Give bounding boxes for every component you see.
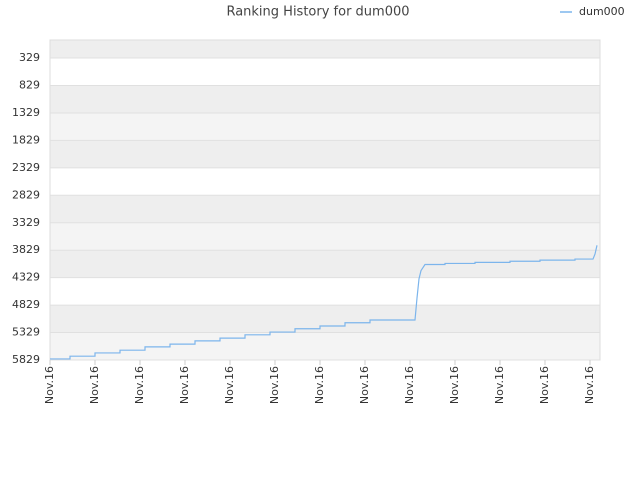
band — [50, 277, 600, 306]
x-tick-label: Nov.16 — [43, 366, 56, 404]
y-tick-label: 1329 — [12, 106, 40, 119]
band — [50, 332, 600, 360]
y-tick-label: 3329 — [12, 216, 40, 229]
band — [50, 222, 600, 251]
y-tick-label: 5329 — [12, 326, 40, 339]
x-tick-label: Nov.16 — [583, 366, 596, 404]
band — [50, 112, 600, 141]
y-tick-label: 829 — [19, 79, 40, 92]
band — [50, 195, 600, 223]
band — [50, 167, 600, 196]
y-tick-label: 3829 — [12, 243, 40, 256]
x-tick-label: Nov.16 — [268, 366, 281, 404]
series-line — [50, 245, 598, 360]
x-tick-label: Nov.16 — [538, 366, 551, 404]
x-tick-label: Nov.16 — [313, 366, 326, 404]
y-tick-label: 4329 — [12, 271, 40, 284]
y-tick-label: 1829 — [12, 133, 40, 146]
band — [50, 140, 600, 168]
x-tick-label: Nov.16 — [358, 366, 371, 404]
y-tick-label: 2829 — [12, 188, 40, 201]
y-tick-label: 329 — [19, 51, 40, 64]
band — [50, 40, 600, 59]
x-tick-label: Nov.16 — [88, 366, 101, 404]
x-tick-label: Nov.16 — [448, 366, 461, 404]
band — [50, 305, 600, 333]
x-tick-label: Nov.16 — [133, 366, 146, 404]
legend-label: dum000 — [579, 5, 625, 18]
y-tick-label: 5829 — [12, 353, 40, 366]
y-tick-label: 4829 — [12, 298, 40, 311]
y-tick-label: 2329 — [12, 161, 40, 174]
x-tick-label: Nov.16 — [178, 366, 191, 404]
chart-title: Ranking History for dum000 — [226, 5, 409, 20]
x-tick-label: Nov.16 — [493, 366, 506, 404]
band — [50, 85, 600, 113]
x-tick-label: Nov.16 — [403, 366, 416, 404]
x-tick-label: Nov.16 — [223, 366, 236, 404]
band — [50, 250, 600, 278]
band — [50, 58, 600, 86]
